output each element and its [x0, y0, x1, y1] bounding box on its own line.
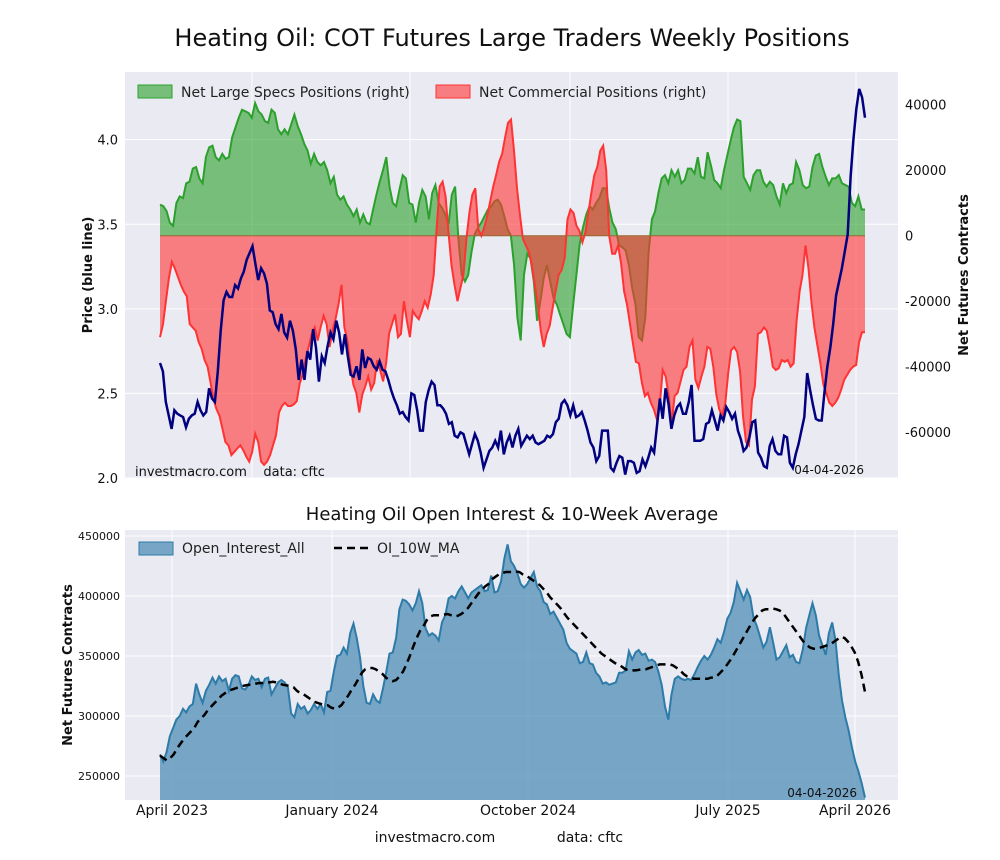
bottom-legend-swatch — [138, 541, 174, 556]
top-watermark: investmacro.com data: cftc — [135, 465, 325, 480]
bottom-series — [159, 544, 867, 800]
top-date-note: 04-04-2026 — [794, 463, 864, 477]
top-left-axis-label: Price (blue line) — [81, 217, 96, 334]
top-legend-label: Net Commercial Positions (right) — [479, 85, 706, 101]
bottom-y-tick-label: 350000 — [78, 650, 120, 663]
bottom-y-axis: 250000 300000 350000 400000 450000 — [78, 530, 120, 783]
top-right-tick-label: -40000 — [905, 361, 951, 376]
bottom-chart-title: Heating Oil Open Interest & 10-Week Aver… — [306, 504, 718, 525]
bottom-legend: Open_Interest_All OI_10W_MA — [138, 541, 460, 557]
top-left-tick-label: 3.5 — [97, 218, 118, 233]
top-left-tick-label: 4.0 — [97, 134, 118, 149]
top-right-tick-label: 20000 — [905, 164, 946, 179]
top-left-tick-label: 3.0 — [97, 303, 118, 318]
top-left-axis: 2.0 2.5 3.0 3.5 4.0 — [97, 134, 118, 487]
bottom-x-tick-label: July 2025 — [694, 803, 760, 819]
bottom-y-tick-label: 300000 — [78, 710, 120, 723]
bottom-y-axis-label: Net Futures Contracts — [61, 584, 76, 746]
chart-title: Heating Oil: COT Futures Large Traders W… — [174, 24, 849, 52]
bottom-y-tick-label: 400000 — [78, 590, 120, 603]
bottom-y-tick-label: 450000 — [78, 530, 120, 543]
bottom-x-axis: April 2023 January 2024 October 2024 July 2… — [136, 803, 891, 819]
top-right-axis: -60000 -40000 -20000 0 20000 40000 — [905, 99, 951, 441]
net-large-specs-line — [159, 99, 865, 343]
footer-site: investmacro.com — [375, 830, 495, 846]
bottom-x-tick-label: April 2026 — [819, 803, 891, 819]
top-price-series — [158, 88, 867, 475]
top-right-tick-label: 40000 — [905, 99, 946, 114]
top-right-tick-label: -20000 — [905, 295, 951, 310]
price-line — [158, 88, 867, 475]
top-panel: 2.0 2.5 3.0 3.5 4.0 -60000 -40000 -20000 0 20000… — [81, 72, 972, 487]
top-right-tick-label: -60000 — [905, 426, 951, 441]
open-interest-area — [160, 544, 865, 800]
footer-source: data: cftc — [557, 830, 623, 846]
top-legend-label: Net Large Specs Positions (right) — [181, 85, 410, 101]
bottom-y-tick-label: 250000 — [78, 770, 120, 783]
bottom-x-tick-label: January 2024 — [284, 803, 378, 819]
top-right-tick-label: 0 — [905, 230, 913, 245]
top-legend-swatch — [435, 84, 471, 99]
oi-10w-ma-line — [159, 570, 867, 762]
top-area-series — [159, 99, 865, 467]
top-right-axis-label: Net Futures Contracts — [957, 194, 972, 356]
bottom-legend-label: OI_10W_MA — [377, 541, 460, 557]
bottom-x-tick-label: October 2024 — [480, 803, 576, 819]
bottom-x-tick-label: April 2023 — [136, 803, 208, 819]
bottom-legend-label: Open_Interest_All — [182, 541, 305, 557]
top-legend-swatch — [137, 84, 173, 99]
bottom-panel: Heating Oil Open Interest & 10-Week Aver… — [61, 504, 898, 819]
top-left-tick-label: 2.0 — [97, 472, 118, 487]
bottom-date-note: 04-04-2026 — [787, 786, 857, 800]
net-commercial-area — [160, 119, 865, 465]
top-legend: Net Large Specs Positions (right) Net Com… — [137, 84, 706, 101]
net-large-specs-area — [160, 103, 865, 341]
open-interest-line — [159, 544, 866, 798]
top-left-tick-label: 2.5 — [97, 387, 118, 402]
